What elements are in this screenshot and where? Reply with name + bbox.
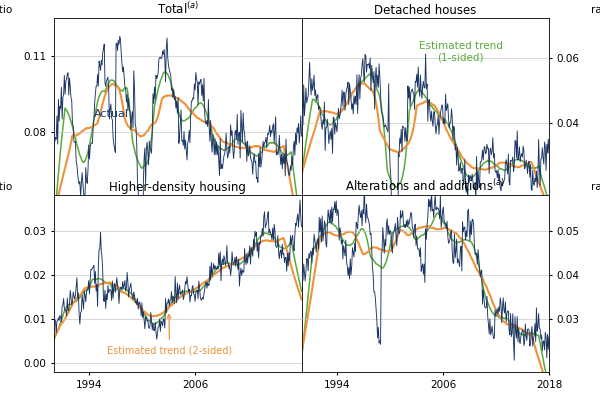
Text: ratio: ratio	[0, 5, 12, 15]
Text: ratio: ratio	[591, 5, 600, 15]
Title: Higher-density housing: Higher-density housing	[109, 181, 246, 194]
Text: Actual: Actual	[94, 109, 129, 119]
Text: Estimated trend
(1-sided): Estimated trend (1-sided)	[419, 41, 503, 63]
Text: Estimated trend (2-sided): Estimated trend (2-sided)	[107, 315, 232, 355]
Title: Alterations and additions$^{(a)}$: Alterations and additions$^{(a)}$	[345, 178, 505, 194]
Text: ratio: ratio	[0, 182, 12, 192]
Text: ratio: ratio	[591, 182, 600, 192]
Title: Total$^{(a)}$: Total$^{(a)}$	[157, 1, 199, 17]
Title: Detached houses: Detached houses	[374, 4, 476, 17]
